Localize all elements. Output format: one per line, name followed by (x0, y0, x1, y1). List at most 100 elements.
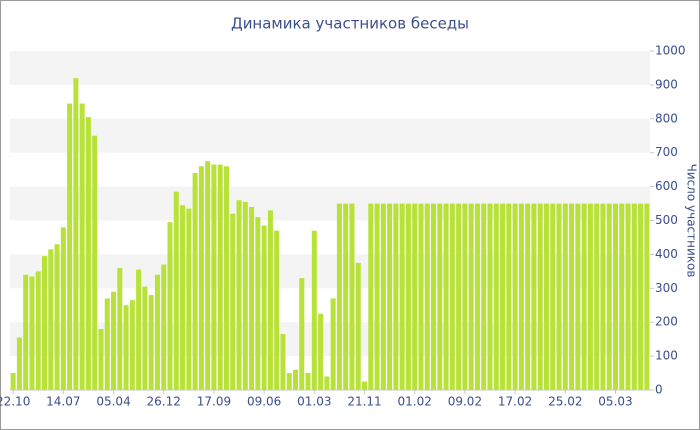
bar (79, 103, 85, 391)
bar (311, 230, 317, 390)
bar (205, 161, 211, 390)
y-tick-label: 700 (655, 145, 678, 159)
grid-band (10, 254, 650, 289)
grid-band (10, 186, 650, 221)
bar (437, 203, 443, 390)
y-tick-label: 500 (655, 213, 678, 227)
bar (512, 203, 518, 390)
bar (374, 203, 380, 390)
bar (111, 291, 117, 390)
bar (569, 203, 575, 390)
bar (525, 203, 531, 390)
bar (60, 227, 66, 390)
bar (129, 300, 135, 390)
chart-title: Динамика участников беседы (231, 15, 469, 33)
bar (619, 203, 625, 390)
x-tick-label: 01.02 (398, 395, 432, 409)
bar (336, 203, 342, 390)
bar (173, 191, 179, 390)
bar (180, 205, 186, 390)
bar (355, 262, 361, 390)
bar (280, 334, 286, 390)
bar (161, 264, 167, 390)
x-tick-label: 17.02 (498, 395, 532, 409)
bar (154, 274, 160, 390)
bar (349, 203, 355, 390)
bar (638, 203, 644, 390)
bar (305, 373, 311, 390)
bar (148, 295, 154, 390)
y-tick-label: 0 (655, 383, 663, 397)
bar (35, 271, 41, 390)
y-tick-label: 900 (655, 77, 678, 91)
bar (606, 203, 612, 390)
bar (104, 298, 110, 390)
bar (424, 203, 430, 390)
bar (550, 203, 556, 390)
bar (330, 298, 336, 390)
x-tick-label: 21.11 (347, 395, 381, 409)
y-tick-label: 800 (655, 111, 678, 125)
bar (167, 222, 173, 390)
x-tick-label: 01.03 (297, 395, 331, 409)
bar (192, 173, 198, 390)
bar (142, 286, 148, 390)
bar (318, 313, 324, 390)
bar (481, 203, 487, 390)
bar (644, 203, 650, 390)
bar (575, 203, 581, 390)
bar (431, 203, 437, 390)
bar (73, 78, 79, 391)
bar (255, 217, 261, 390)
bar (23, 274, 29, 390)
bar (29, 276, 35, 390)
bar (54, 244, 60, 390)
bar (531, 203, 537, 390)
bar (612, 203, 618, 390)
bar (405, 203, 411, 390)
bar (10, 373, 16, 390)
bar (631, 203, 637, 390)
bar (274, 230, 280, 390)
bar (299, 278, 305, 390)
bar (217, 164, 223, 390)
bar (600, 203, 606, 390)
bar (186, 208, 192, 390)
bar (474, 203, 480, 390)
bar (449, 203, 455, 390)
bar (393, 203, 399, 390)
bar (537, 203, 543, 390)
bar (85, 117, 91, 390)
bar (67, 103, 73, 391)
bar (487, 203, 493, 390)
bar (468, 203, 474, 390)
bar (462, 203, 468, 390)
x-tick-label: 17.09 (197, 395, 231, 409)
bar (506, 203, 512, 390)
y-axis-label: Число участников (685, 164, 699, 278)
y-tick-label: 600 (655, 179, 678, 193)
bar (324, 376, 330, 390)
x-tick-label: 25.02 (548, 395, 582, 409)
bar (556, 203, 562, 390)
x-tick-label: 05.03 (598, 395, 632, 409)
y-tick-label: 100 (655, 349, 678, 363)
bar (418, 203, 424, 390)
bar (368, 203, 374, 390)
x-tick-label: 05.04 (96, 395, 130, 409)
bar (543, 203, 549, 390)
bar (117, 267, 123, 390)
bar (230, 213, 236, 390)
bar (211, 164, 217, 390)
bar (136, 269, 142, 390)
y-tick-label: 200 (655, 315, 678, 329)
bar (286, 373, 292, 390)
x-tick-label: 09.02 (448, 395, 482, 409)
bar (343, 203, 349, 390)
x-tick-label: 14.07 (46, 395, 80, 409)
bar (42, 256, 48, 390)
bar (625, 203, 631, 390)
bar (123, 305, 129, 390)
bar (456, 203, 462, 390)
